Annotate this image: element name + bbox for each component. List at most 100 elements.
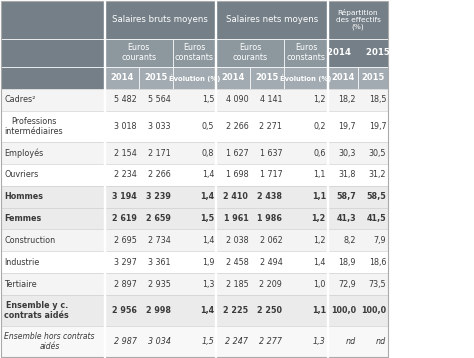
Bar: [215, 1, 216, 357]
Bar: [284, 67, 328, 89]
Text: 2014: 2014: [331, 73, 355, 82]
Bar: [216, 67, 250, 89]
Text: Professions
intermédiaires: Professions intermédiaires: [4, 117, 63, 136]
Text: 1 961: 1 961: [224, 214, 248, 223]
Text: 58,7: 58,7: [337, 192, 356, 201]
Text: Industrie: Industrie: [4, 258, 40, 267]
Bar: [284, 39, 328, 67]
Text: 2014: 2014: [221, 73, 245, 82]
Bar: [0, 208, 388, 229]
Text: 1,4: 1,4: [202, 170, 214, 179]
Text: 19,7: 19,7: [369, 122, 386, 131]
Bar: [0, 164, 388, 186]
Text: Ensemble y c.
contrats aidés: Ensemble y c. contrats aidés: [4, 301, 69, 320]
Text: 3 297: 3 297: [114, 258, 137, 267]
Text: 2 271: 2 271: [259, 122, 283, 131]
Bar: [0, 164, 388, 186]
Text: 41,3: 41,3: [337, 214, 356, 223]
Text: 2 277: 2 277: [259, 337, 283, 346]
Bar: [0, 142, 388, 164]
Text: 1,1: 1,1: [312, 306, 326, 315]
Bar: [0, 208, 388, 229]
Bar: [0, 229, 388, 251]
Text: 2014: 2014: [110, 73, 133, 82]
Bar: [0, 39, 105, 67]
Text: 1 986: 1 986: [257, 214, 283, 223]
Text: 2 410: 2 410: [223, 192, 248, 201]
Bar: [0, 326, 388, 357]
Text: nd: nd: [376, 337, 386, 346]
Text: 1,2: 1,2: [313, 96, 326, 105]
Text: Salaires bruts moyens: Salaires bruts moyens: [112, 15, 209, 24]
Bar: [216, 39, 284, 67]
Bar: [0, 1, 105, 39]
Text: 2 987: 2 987: [114, 337, 137, 346]
Text: 41,5: 41,5: [367, 214, 386, 223]
Text: 3 361: 3 361: [148, 258, 171, 267]
Text: 18,6: 18,6: [369, 258, 386, 267]
Bar: [0, 142, 388, 164]
Text: 0,8: 0,8: [202, 149, 214, 158]
Text: 1,5: 1,5: [201, 337, 214, 346]
Text: Construction: Construction: [4, 236, 55, 245]
Bar: [0, 89, 388, 111]
Text: 2 062: 2 062: [260, 236, 283, 245]
Text: 0,5: 0,5: [202, 122, 214, 131]
Text: 73,5: 73,5: [369, 280, 386, 289]
Text: 18,5: 18,5: [369, 96, 386, 105]
Bar: [0, 229, 388, 251]
Text: 2 458: 2 458: [226, 258, 248, 267]
Text: 2 225: 2 225: [223, 306, 248, 315]
Text: 30,3: 30,3: [339, 149, 356, 158]
Text: Femmes: Femmes: [4, 214, 42, 223]
Text: Évolution (%): Évolution (%): [280, 74, 332, 82]
Text: 18,2: 18,2: [338, 96, 356, 105]
Text: 2015: 2015: [255, 73, 279, 82]
Bar: [0, 273, 388, 295]
Bar: [0, 295, 388, 326]
Text: Salaires nets moyens: Salaires nets moyens: [226, 15, 318, 24]
Text: 1,5: 1,5: [200, 214, 214, 223]
Bar: [0, 186, 388, 208]
Text: Hommes: Hommes: [4, 192, 44, 201]
Text: 4 090: 4 090: [226, 96, 248, 105]
Text: 19,7: 19,7: [338, 122, 356, 131]
Text: 1,9: 1,9: [202, 258, 214, 267]
Text: 1 637: 1 637: [260, 149, 283, 158]
Text: 2 038: 2 038: [226, 236, 248, 245]
Text: 1,4: 1,4: [313, 258, 326, 267]
Text: Tertiaire: Tertiaire: [4, 280, 37, 289]
Bar: [0, 295, 388, 326]
Text: Évolution (%): Évolution (%): [169, 74, 220, 82]
Text: 2015: 2015: [144, 73, 167, 82]
Text: 7,9: 7,9: [374, 236, 386, 245]
Text: 18,9: 18,9: [338, 258, 356, 267]
Text: 2 438: 2 438: [257, 192, 283, 201]
Text: 100,0: 100,0: [331, 306, 356, 315]
Text: 1,0: 1,0: [313, 280, 326, 289]
Text: 4 141: 4 141: [260, 96, 283, 105]
Bar: [0, 89, 388, 111]
Text: 1 698: 1 698: [226, 170, 248, 179]
Text: 2 897: 2 897: [114, 280, 137, 289]
Bar: [104, 1, 105, 357]
Text: Ensemble hors contrats
aidés: Ensemble hors contrats aidés: [4, 332, 95, 351]
Text: 2 185: 2 185: [226, 280, 248, 289]
Text: 100,0: 100,0: [361, 306, 386, 315]
Bar: [216, 1, 328, 39]
Text: 8,2: 8,2: [344, 236, 356, 245]
Bar: [0, 111, 388, 142]
Bar: [139, 67, 173, 89]
Text: 2 956: 2 956: [112, 306, 137, 315]
Text: 0,6: 0,6: [313, 149, 326, 158]
Text: 1,2: 1,2: [311, 214, 326, 223]
Text: 1,1: 1,1: [313, 170, 326, 179]
Text: 1,4: 1,4: [200, 192, 214, 201]
Text: 1,4: 1,4: [202, 236, 214, 245]
Bar: [328, 39, 388, 67]
Text: 3 034: 3 034: [148, 337, 171, 346]
Text: Employés: Employés: [4, 148, 44, 158]
Text: 1,2: 1,2: [313, 236, 326, 245]
Text: Cadres²: Cadres²: [4, 96, 36, 105]
Bar: [105, 67, 139, 89]
